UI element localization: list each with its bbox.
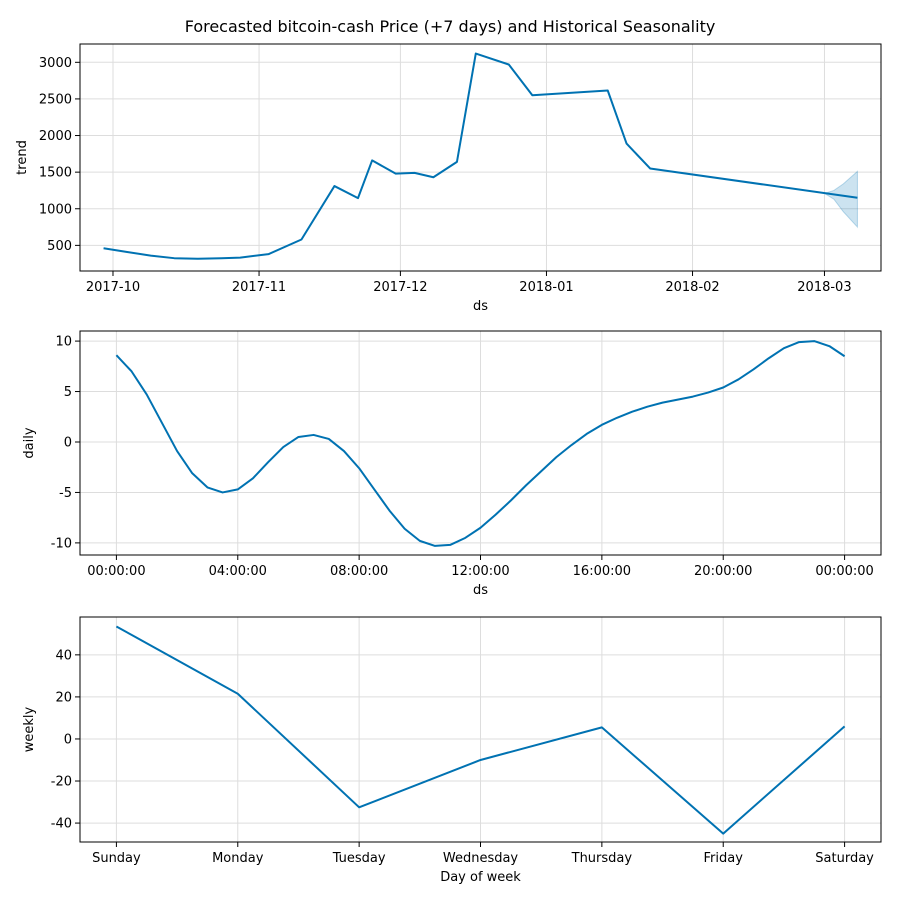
series-line xyxy=(115,625,846,835)
x-tick-label: Tuesday xyxy=(332,851,386,866)
x-tick-label: 00:00:00 xyxy=(87,564,145,579)
x-tick-label: 12:00:00 xyxy=(451,564,509,579)
y-tick-label: 20 xyxy=(55,690,72,705)
x-tick-label: 04:00:00 xyxy=(209,564,267,579)
x-axis-title: ds xyxy=(473,299,488,314)
y-tick-label: 3000 xyxy=(39,56,72,71)
y-axis-title: daily xyxy=(22,427,37,458)
x-tick-label: 20:00:00 xyxy=(694,564,752,579)
series-line xyxy=(103,52,858,260)
figure-title: Forecasted bitcoin-cash Price (+7 days) … xyxy=(185,17,716,36)
x-tick-label: Thursday xyxy=(571,851,633,866)
y-tick-label: 2500 xyxy=(39,92,72,107)
y-tick-label: 5 xyxy=(64,385,72,400)
x-tick-label: 2018-02 xyxy=(665,280,719,295)
y-tick-label: 500 xyxy=(47,239,72,254)
panels: 2017-10 2017-11 2017-12 2018-01 2018-02 2018-… xyxy=(15,43,882,885)
x-tick-label: Monday xyxy=(212,851,264,866)
x-tick-label: 2017-11 xyxy=(232,280,286,295)
y-tick-label: 1000 xyxy=(39,202,72,217)
x-tick-label: 2018-03 xyxy=(797,280,851,295)
x-tick-label: 08:00:00 xyxy=(330,564,388,579)
y-tick-label: -20 xyxy=(51,775,72,790)
x-tick-label: 00:00:00 xyxy=(815,564,873,579)
x-tick-label: Friday xyxy=(704,851,744,866)
x-tick-label: 16:00:00 xyxy=(573,564,631,579)
x-axis-title: Day of week xyxy=(440,870,521,885)
y-axis-title: weekly xyxy=(22,706,37,752)
x-tick-label: Sunday xyxy=(92,851,141,866)
y-tick-label: 0 xyxy=(64,732,72,747)
weekly-panel: Sunday Monday Tuesday Wednesday Thursday Frid… xyxy=(22,616,882,885)
axes-frame xyxy=(79,43,882,272)
daily-panel: 00:00:00 04:00:00 08:00:00 12:00:00 16:00:00… xyxy=(22,330,882,598)
x-tick-label: Wednesday xyxy=(443,851,519,866)
y-tick-label: 0 xyxy=(64,435,72,450)
x-tick-label: 2018-01 xyxy=(519,280,573,295)
x-tick-label: 2017-10 xyxy=(86,280,140,295)
y-tick-label: -10 xyxy=(51,536,72,551)
y-tick-label: -5 xyxy=(59,486,72,501)
x-axis-title: ds xyxy=(473,583,488,598)
uncertainty-band xyxy=(823,170,858,229)
x-tick-label: Saturday xyxy=(815,851,874,866)
x-tick-label: 2017-12 xyxy=(373,280,427,295)
y-tick-label: 10 xyxy=(55,335,72,350)
y-tick-label: 40 xyxy=(55,648,72,663)
series-line xyxy=(115,340,846,547)
y-tick-label: 1500 xyxy=(39,166,72,181)
y-axis-title: trend xyxy=(15,140,30,175)
trend-panel: 2017-10 2017-11 2017-12 2018-01 2018-02 2018-… xyxy=(15,43,882,314)
y-tick-label: -40 xyxy=(51,817,72,832)
y-tick-label: 2000 xyxy=(39,129,72,144)
